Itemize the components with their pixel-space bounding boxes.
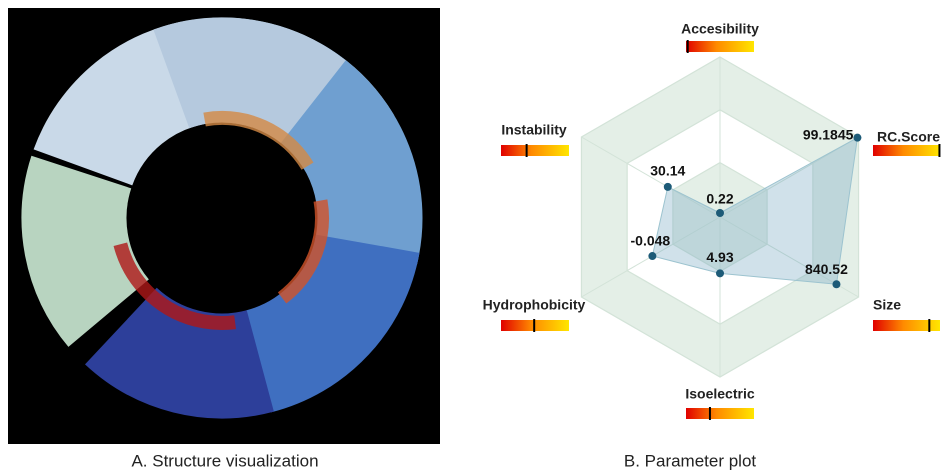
axis-label: Instability	[501, 122, 567, 138]
value-label: -0.048	[631, 233, 671, 249]
caption: A. Structure visualization	[131, 451, 318, 470]
axis-label: Isoelectric	[685, 386, 754, 402]
data-point	[716, 269, 724, 277]
page: A. Structure visualization B. Parameter …	[0, 0, 942, 474]
data-point	[648, 252, 656, 260]
data-point	[664, 183, 672, 191]
gradient-bar	[873, 145, 940, 156]
value-label: 840.52	[805, 261, 848, 277]
gradient-bar	[686, 41, 754, 52]
gradient-bar	[501, 145, 569, 156]
structure-image	[8, 8, 440, 444]
caption: B. Parameter plot	[624, 451, 757, 470]
data-point	[716, 209, 724, 217]
axis-label: RC.Score	[877, 129, 940, 145]
data-point	[853, 134, 861, 142]
figure: A. Structure visualization B. Parameter …	[0, 0, 942, 474]
value-label: 0.22	[706, 191, 733, 207]
data-point	[832, 280, 840, 288]
value-label: 99.1845	[803, 126, 854, 142]
axis-label: Accesibility	[681, 21, 759, 37]
value-label: 4.93	[706, 249, 733, 265]
value-label: 30.14	[650, 163, 685, 179]
axis-label: Size	[873, 297, 901, 313]
gradient-bar	[686, 408, 754, 419]
axis-label: Hydrophobicity	[483, 297, 586, 313]
